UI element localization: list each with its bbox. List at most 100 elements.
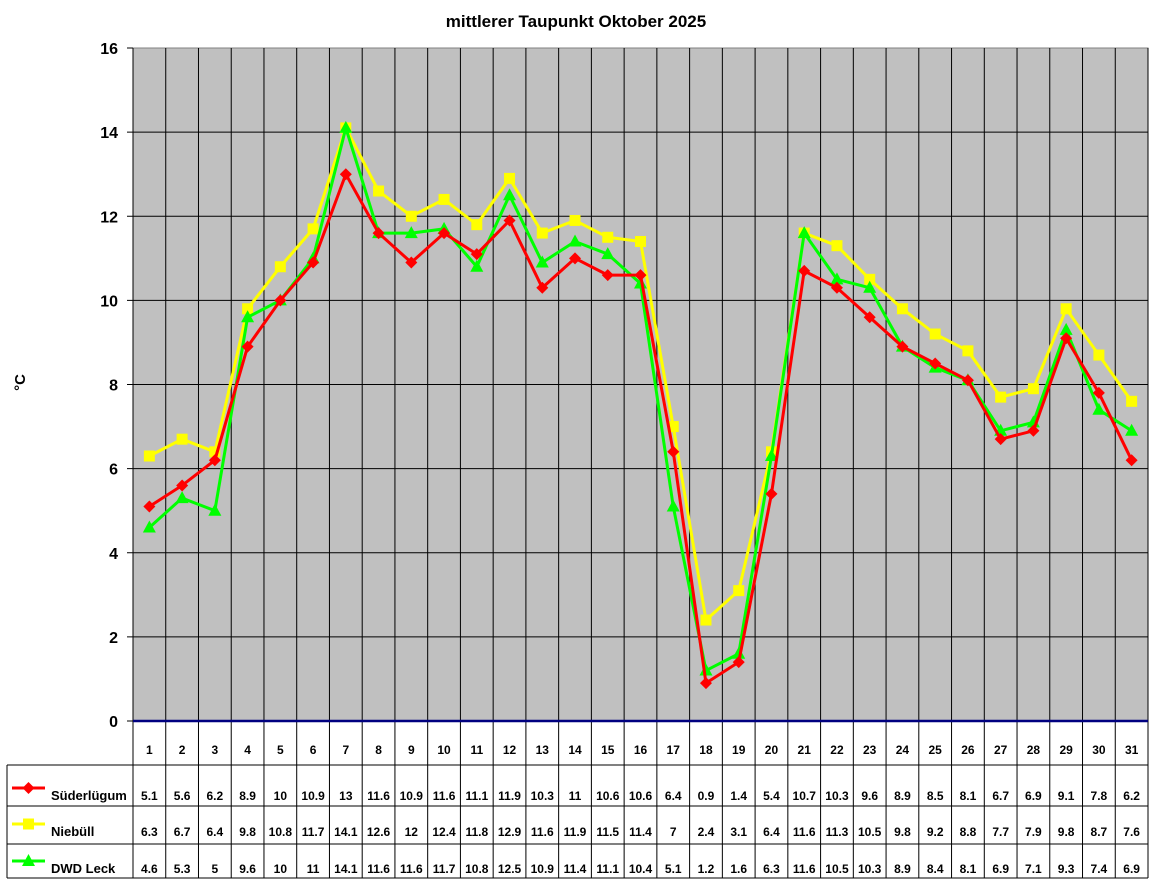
table-cell: 1.4 (730, 789, 747, 803)
table-cell: 11 (307, 862, 320, 876)
table-cell: 10.9 (531, 862, 555, 876)
x-category-label: 5 (277, 743, 284, 757)
table-cell: 9.1 (1058, 789, 1075, 803)
table-cell: 8.1 (960, 862, 977, 876)
table-cell: 12.6 (367, 825, 391, 839)
table-cell: 11.7 (302, 825, 325, 839)
table-cell: 6.2 (1123, 789, 1140, 803)
table-cell: 8.9 (894, 862, 911, 876)
x-category-label: 13 (536, 743, 550, 757)
table-cell: 11.6 (433, 789, 456, 803)
x-category-label: 14 (568, 743, 582, 757)
x-category-label: 26 (961, 743, 975, 757)
table-cell: 6.4 (665, 789, 682, 803)
x-category-label: 27 (994, 743, 1008, 757)
table-cell: 6.4 (207, 825, 224, 839)
x-category-label: 12 (503, 743, 517, 757)
y-tick-label: 12 (100, 209, 118, 226)
x-category-label: 7 (342, 743, 349, 757)
table-cell: 11.7 (433, 862, 456, 876)
table-cell: 5 (212, 862, 219, 876)
table-cell: 7 (670, 825, 677, 839)
x-category-label: 22 (830, 743, 844, 757)
y-tick-label: 2 (109, 630, 118, 647)
y-tick-label: 10 (100, 293, 118, 310)
table-cell: 11.6 (400, 862, 423, 876)
table-cell: 10.7 (793, 789, 817, 803)
table-cell: 10.8 (269, 825, 293, 839)
table-cell: 10 (274, 862, 288, 876)
table-cell: 8.8 (960, 825, 977, 839)
x-category-label: 29 (1059, 743, 1073, 757)
x-category-label: 25 (928, 743, 942, 757)
table-cell: 5.1 (665, 862, 682, 876)
x-category-label: 23 (863, 743, 877, 757)
chart-title: mittlerer Taupunkt Oktober 2025 (445, 12, 707, 31)
table-cell: 12.4 (432, 825, 456, 839)
table-cell: 11.6 (793, 862, 816, 876)
table-cell: 7.4 (1091, 862, 1108, 876)
table-cell: 10.5 (825, 862, 849, 876)
table-cell: 10.5 (858, 825, 882, 839)
table-cell: 6.7 (992, 789, 1009, 803)
table-cell: 9.6 (861, 789, 878, 803)
table-cell: 2.4 (698, 825, 715, 839)
table-cell: 11.1 (596, 862, 619, 876)
table-cell: 12 (405, 825, 419, 839)
table-cell: 8.9 (894, 789, 911, 803)
table-cell: 11.4 (564, 862, 587, 876)
table-cell: 9.3 (1058, 862, 1075, 876)
table-cell: 6.4 (763, 825, 780, 839)
table-cell: 8.1 (960, 789, 977, 803)
table-cell: 10.3 (825, 789, 849, 803)
gridlines (132, 48, 1149, 878)
table-cell: 11.3 (826, 825, 849, 839)
table-cell: 5.3 (174, 862, 191, 876)
table-cell: 3.1 (730, 825, 747, 839)
table-cell: 6.9 (1123, 862, 1140, 876)
x-category-label: 10 (437, 743, 451, 757)
table-cell: 5.4 (763, 789, 780, 803)
table-cell: 7.9 (1025, 825, 1042, 839)
table-cell: 13 (339, 789, 353, 803)
table-cell: 11.4 (629, 825, 652, 839)
series-s-derl-gum (143, 168, 1138, 690)
x-category-label: 16 (634, 743, 648, 757)
x-category-label: 4 (244, 743, 251, 757)
table-cell: 11.1 (465, 789, 488, 803)
table-cell: 11.6 (367, 789, 390, 803)
table-cell: 10.3 (531, 789, 555, 803)
table-cell: 7.6 (1123, 825, 1140, 839)
table-cell: 10 (274, 789, 288, 803)
table-cell: 12.5 (498, 862, 522, 876)
table-cell: 4.6 (141, 862, 158, 876)
x-category-label: 20 (765, 743, 779, 757)
legend-entry: DWD Leck (12, 854, 116, 876)
table-cell: 9.8 (894, 825, 911, 839)
table-cell: 8.4 (927, 862, 944, 876)
table-cell: 8.5 (927, 789, 944, 803)
x-category-label: 30 (1092, 743, 1106, 757)
table-cell: 12.9 (498, 825, 522, 839)
data-table: 1 2 3 4 5 6 7 8 9 10 11 12 13 14 15 16 17 18 19 20 21 22 23 24 2… (6, 743, 1148, 879)
table-cell: 10.3 (858, 862, 882, 876)
x-category-label: 21 (798, 743, 812, 757)
table-cell: 8.7 (1091, 825, 1108, 839)
legend-label: Niebüll (51, 824, 94, 839)
x-category-label: 8 (375, 743, 382, 757)
data-series (142, 120, 1139, 690)
table-cell: 6.7 (174, 825, 191, 839)
x-category-label: 2 (179, 743, 186, 757)
table-cell: 6.2 (207, 789, 224, 803)
table-cell: 10.6 (596, 789, 620, 803)
table-cell: 10.4 (629, 862, 653, 876)
x-category-label: 17 (667, 743, 681, 757)
table-cell: 9.2 (927, 825, 944, 839)
y-tick-label: 0 (109, 714, 118, 731)
y-tick-label: 16 (100, 41, 118, 58)
table-cell: 1.2 (698, 862, 715, 876)
table-cell: 9.8 (1058, 825, 1075, 839)
table-cell: 7.8 (1091, 789, 1108, 803)
x-category-label: 31 (1125, 743, 1139, 757)
x-category-label: 11 (470, 743, 483, 757)
